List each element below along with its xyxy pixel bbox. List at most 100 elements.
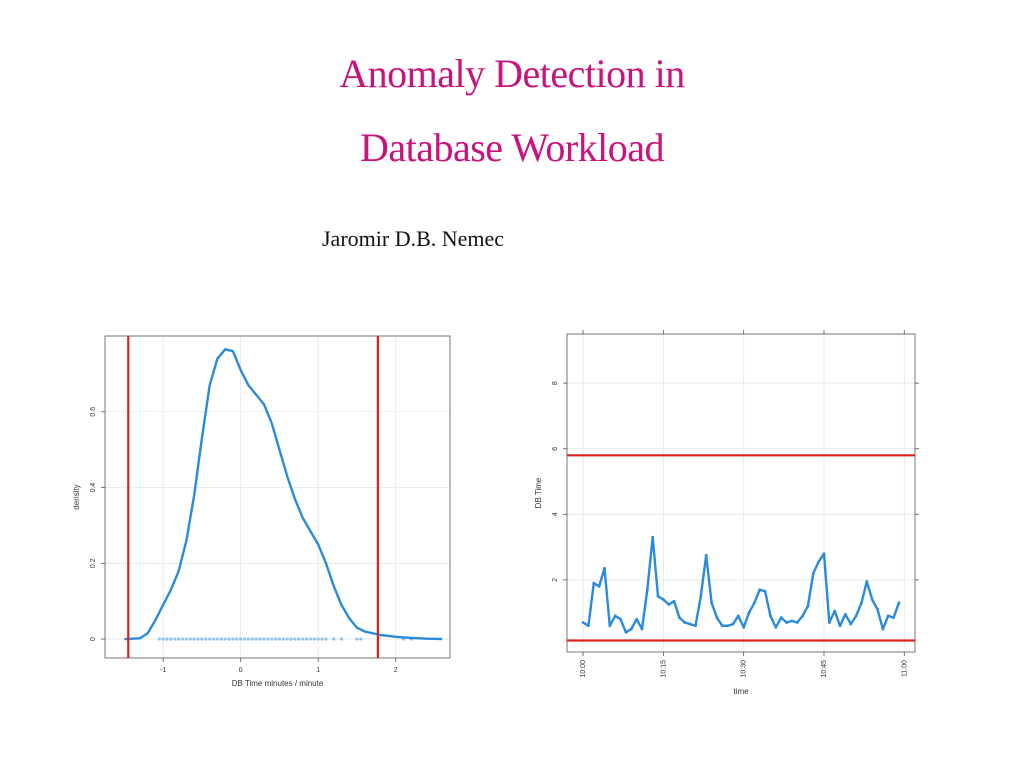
plot-frame xyxy=(104,335,451,659)
rug-point xyxy=(301,637,305,641)
plot-frame xyxy=(566,333,916,653)
data-point xyxy=(619,617,622,621)
x-tick-label: 0 xyxy=(239,667,243,674)
data-point xyxy=(715,616,719,619)
y-axis-label: DB Time xyxy=(534,477,543,508)
data-point xyxy=(592,581,596,585)
series-line xyxy=(582,536,901,634)
data-point xyxy=(645,588,649,592)
data-point xyxy=(833,609,837,613)
rug-point xyxy=(173,637,177,641)
data-point xyxy=(779,616,783,619)
rug-point xyxy=(200,637,204,641)
y-tick-label: 4 xyxy=(552,512,559,516)
data-point xyxy=(597,585,601,588)
rug-point xyxy=(270,637,274,641)
y-tick-label: 2 xyxy=(552,578,559,582)
data-point xyxy=(672,599,676,603)
data-point xyxy=(587,624,590,628)
data-point xyxy=(876,607,879,611)
rug-point xyxy=(289,637,293,641)
rug-point xyxy=(192,637,196,641)
data-point xyxy=(860,601,863,605)
data-point xyxy=(742,626,746,629)
data-point xyxy=(801,614,804,618)
y-tick-label: 6 xyxy=(552,447,559,451)
data-point xyxy=(774,626,778,629)
rug-point xyxy=(316,637,320,641)
y-tick-label: 0 xyxy=(90,637,97,641)
data-point xyxy=(581,621,585,624)
rug-point xyxy=(223,637,227,641)
data-point xyxy=(603,567,606,570)
rug-point xyxy=(324,637,328,641)
data-point xyxy=(849,622,853,626)
rug-point xyxy=(215,637,220,641)
rug-point xyxy=(184,637,189,641)
rug-point xyxy=(157,637,161,641)
data-point xyxy=(811,571,815,575)
data-point xyxy=(710,601,713,605)
rug-point xyxy=(180,637,185,641)
data-point xyxy=(720,624,724,628)
data-point xyxy=(688,622,692,626)
x-tick-label: -1 xyxy=(160,667,166,674)
data-point xyxy=(806,604,810,608)
rug-point xyxy=(235,637,239,641)
x-tick-label: 2 xyxy=(394,667,398,674)
data-point xyxy=(758,588,762,592)
data-point xyxy=(870,598,874,601)
x-tick-label: 10:00 xyxy=(580,660,587,678)
data-point xyxy=(613,614,617,618)
rug-point xyxy=(208,637,212,641)
rug-point xyxy=(277,637,282,641)
rug-point xyxy=(293,637,297,641)
rug-point xyxy=(285,637,289,641)
data-point xyxy=(886,614,890,618)
rug-point xyxy=(211,637,216,641)
data-point xyxy=(624,630,628,634)
data-point xyxy=(683,621,687,624)
x-tick-label: 10:45 xyxy=(821,660,828,678)
x-tick-label: 10:30 xyxy=(741,660,748,678)
density-chart: -1 0 1 2 0 0.2 0.4 0.6 DB Time minutes / minute d… xyxy=(72,335,451,688)
slide-title-line-2: Database Workload xyxy=(359,125,665,170)
data-point xyxy=(769,614,772,618)
rug-point xyxy=(177,637,181,641)
data-point xyxy=(763,589,767,593)
db-time-chart: 10:00 10:15 10:30 10:45 11:00 2 4 6 8 time DB Time xyxy=(534,330,919,696)
data-point xyxy=(678,616,681,619)
data-point xyxy=(790,619,794,623)
rug-point xyxy=(188,637,192,641)
rug-point xyxy=(227,637,231,641)
data-point xyxy=(731,622,735,626)
data-point xyxy=(752,601,756,605)
rug-point xyxy=(308,637,313,641)
data-point xyxy=(699,594,703,598)
rug-point xyxy=(250,637,254,641)
y-axis-label: density xyxy=(72,484,81,509)
slide-title-line-1: Anomaly Detection in xyxy=(339,51,685,96)
author-name: Jaromir D.B. Nemec xyxy=(322,226,505,251)
data-point xyxy=(694,624,697,628)
rug-point xyxy=(355,637,359,641)
rug-point xyxy=(242,637,247,641)
series-line xyxy=(124,348,443,641)
rug-point xyxy=(161,637,165,641)
data-point xyxy=(795,621,799,624)
rug-point xyxy=(266,637,270,641)
data-point xyxy=(629,627,633,631)
rug-point xyxy=(304,637,309,641)
y-tick-label: 0.6 xyxy=(90,407,97,417)
rug-point xyxy=(231,637,235,641)
data-point xyxy=(635,617,638,621)
data-point xyxy=(881,627,885,631)
rug-point xyxy=(320,637,324,641)
y-tick-label: 0.4 xyxy=(90,483,97,493)
x-tick-label: 10:15 xyxy=(660,660,667,678)
rug-point xyxy=(165,637,169,641)
y-tick-label: 8 xyxy=(552,381,559,385)
rug-point xyxy=(262,637,266,641)
data-point xyxy=(667,603,671,606)
data-point xyxy=(640,627,644,631)
